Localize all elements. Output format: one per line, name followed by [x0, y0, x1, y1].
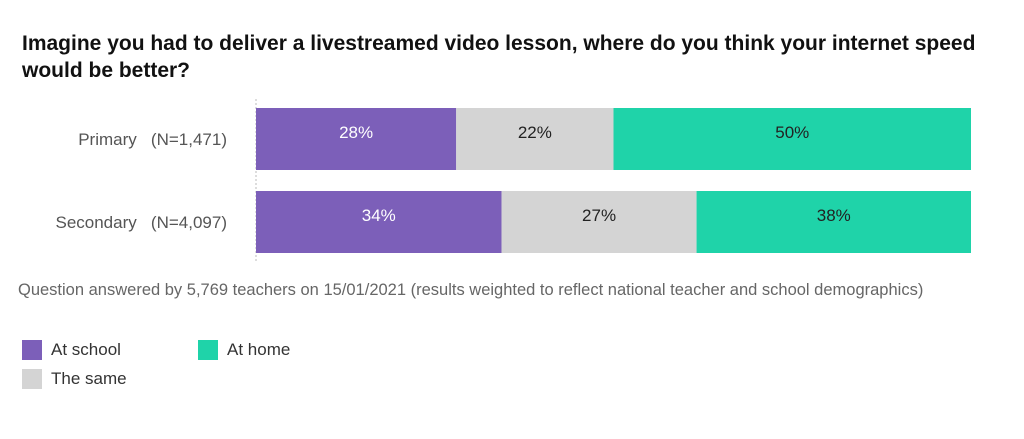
- legend-swatch-the-same: [22, 369, 42, 389]
- data-label-secondary-at-school: 34%: [362, 206, 396, 225]
- legend-swatch-at-home: [198, 340, 218, 360]
- category-label-primary: Primary (N=1,471): [78, 130, 227, 149]
- data-label-primary-the-same: 22%: [518, 123, 552, 142]
- category-label-secondary: Secondary (N=4,097): [55, 213, 227, 232]
- chart-title: Imagine you had to deliver a livestreame…: [22, 32, 976, 82]
- legend-label-at-home: At home: [227, 340, 291, 359]
- legend-swatch-at-school: [22, 340, 42, 360]
- bar-secondary-at-school: [256, 191, 502, 253]
- data-label-secondary-at-home: 38%: [817, 206, 851, 225]
- legend-item-the-same: The same: [22, 369, 127, 389]
- bar-primary-at-school: [256, 108, 457, 170]
- bar-primary-the-same: [456, 108, 614, 170]
- chart-caption: Question answered by 5,769 teachers on 1…: [18, 281, 924, 299]
- bar-primary-at-home: [613, 108, 971, 170]
- data-label-secondary-the-same: 27%: [582, 206, 616, 225]
- data-label-primary-at-home: 50%: [775, 123, 809, 142]
- bar-secondary-at-home: [696, 191, 971, 253]
- legend-label-at-school: At school: [51, 340, 121, 359]
- legend-label-the-same: The same: [51, 369, 127, 388]
- legend-item-at-home: At home: [198, 340, 290, 360]
- data-label-primary-at-school: 28%: [339, 123, 373, 142]
- bar-secondary-the-same: [501, 191, 697, 253]
- legend-item-at-school: At school: [22, 340, 121, 360]
